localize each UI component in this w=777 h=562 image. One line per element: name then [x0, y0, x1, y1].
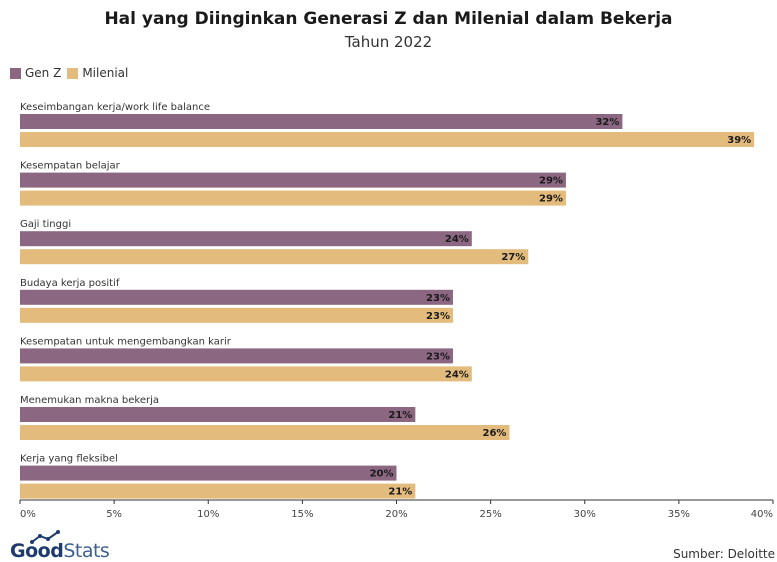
bar-milenial [20, 425, 510, 440]
bar-genz [20, 407, 416, 422]
x-tick-label: 35% [668, 509, 690, 520]
value-label-milenial: 27% [501, 252, 525, 263]
category-label: Menemukan makna bekerja [20, 395, 159, 406]
x-tick-label: 15% [291, 509, 313, 520]
bar-milenial [20, 132, 755, 147]
value-label-genz: 29% [539, 176, 563, 187]
legend-swatch-milenial [67, 67, 79, 79]
value-label-milenial: 39% [727, 135, 751, 146]
x-tick-label: 25% [480, 509, 502, 520]
bar-milenial [20, 190, 566, 206]
legend: Gen Z Milenial [10, 66, 134, 80]
value-label-milenial: 21% [388, 487, 412, 498]
value-label-milenial: 26% [483, 428, 507, 439]
legend-label-genz: Gen Z [25, 66, 62, 80]
category-label: Budaya kerja positif [20, 278, 120, 289]
x-tick-label: 5% [106, 509, 122, 520]
bar-genz [20, 231, 472, 247]
bar-milenial [20, 249, 529, 265]
bar-genz [20, 348, 453, 364]
legend-item-genz: Gen Z [10, 66, 61, 80]
value-label-milenial: 24% [445, 369, 469, 380]
x-tick-label: 40% [751, 509, 773, 520]
category-label: Kesempatan belajar [20, 161, 121, 172]
chart-title: Hal yang Diinginkan Generasi Z dan Milen… [104, 9, 673, 29]
bar-milenial [20, 307, 453, 323]
value-label-genz: 23% [426, 293, 450, 304]
value-label-genz: 32% [595, 117, 619, 128]
legend-swatch-genz [10, 67, 21, 79]
legend-item-milenial: Milenial [67, 66, 128, 80]
value-label-milenial: 23% [426, 311, 450, 322]
x-tick-label: 20% [385, 509, 407, 520]
x-tick-label: 0% [20, 509, 36, 520]
bar-genz [20, 289, 453, 305]
value-label-genz: 20% [370, 469, 394, 480]
legend-label-milenial: Milenial [82, 66, 129, 80]
logo-stats: Stats [63, 540, 110, 562]
source-note: Sumber: Deloitte [673, 547, 775, 561]
bar-genz [20, 465, 397, 481]
value-label-genz: 23% [426, 351, 450, 362]
category-label: Kesempatan untuk mengembangkan karir [20, 336, 232, 347]
bar-genz [20, 114, 623, 129]
category-label: Keseimbangan kerja/work life balance [20, 102, 210, 113]
bar-milenial [20, 366, 472, 382]
goodstats-logo: GoodStats [10, 540, 110, 562]
logo-chart-icon [30, 530, 60, 544]
bar-chart: Keseimbangan kerja/work life balance 32% 3… [19, 102, 774, 520]
value-label-genz: 24% [445, 234, 469, 245]
x-tick-label: 30% [574, 509, 596, 520]
x-tick-label: 10% [197, 509, 219, 520]
value-label-milenial: 29% [539, 194, 563, 205]
category-label: Kerja yang fleksibel [20, 454, 118, 465]
bar-genz [20, 172, 566, 188]
logo-good: Good [10, 540, 64, 562]
bar-milenial [20, 483, 416, 499]
value-label-genz: 21% [388, 410, 412, 421]
chart-subtitle: Tahun 2022 [344, 33, 433, 51]
category-label: Gaji tinggi [20, 219, 71, 230]
